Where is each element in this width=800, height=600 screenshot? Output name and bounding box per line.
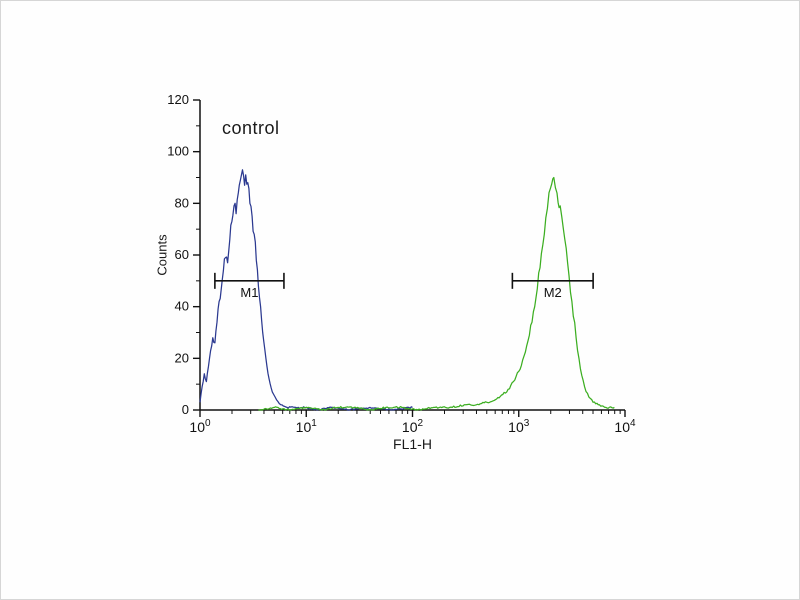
blue-curve (199, 169, 413, 411)
y-tick-label: 20 (175, 350, 189, 365)
x-axis-ticks: 100 101 102 103 104 (189, 410, 636, 435)
x-tick-label: 103 (508, 418, 530, 435)
y-tick-label: 120 (167, 92, 189, 107)
green-curve (258, 176, 615, 411)
x-tick-label: 101 (296, 418, 318, 435)
marker-m1: M1 (214, 272, 285, 300)
marker-label: M2 (544, 285, 562, 300)
marker-m2: M2 (511, 272, 594, 300)
y-tick-label: 60 (175, 247, 189, 262)
x-tick-label: 102 (402, 418, 424, 435)
y-tick-label: 0 (182, 402, 189, 417)
y-tick-label: 40 (175, 299, 189, 314)
y-axis-label: Counts (154, 234, 170, 276)
y-tick-label: 80 (175, 195, 189, 210)
x-tick-label: 100 (189, 418, 211, 435)
y-axis-ticks: 0 20 40 60 80 100 120 (167, 92, 200, 417)
plot-annotation-control: control (222, 118, 280, 138)
marker-label: M1 (240, 285, 258, 300)
x-tick-label: 104 (614, 418, 636, 435)
x-axis-label: FL1-H (393, 436, 432, 452)
y-tick-label: 100 (167, 144, 189, 159)
